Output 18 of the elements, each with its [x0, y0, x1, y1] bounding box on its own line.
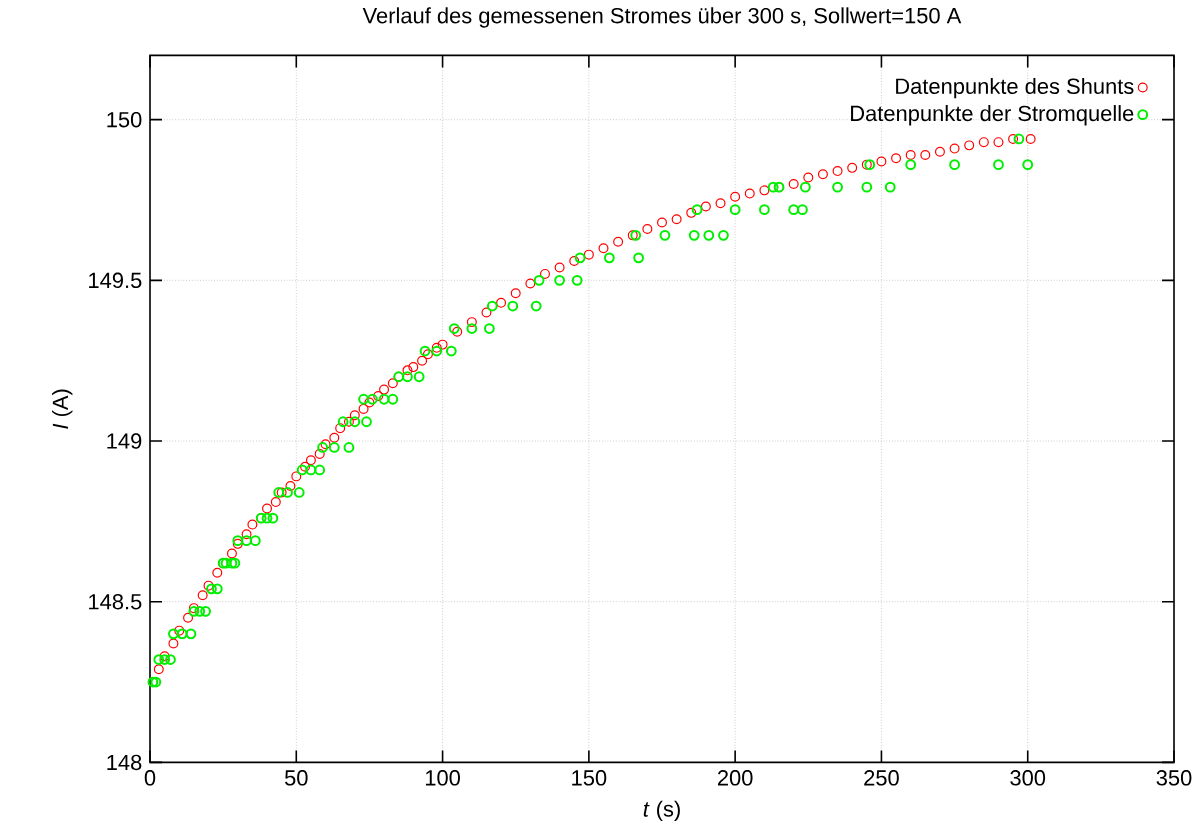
legend-label: Datenpunkte der Stromquelle — [851, 104, 1134, 126]
x-tick-label: 150 — [572, 769, 607, 786]
y-tick-label: 149.5 — [89, 272, 142, 288]
y-axis-title: I (A) — [52, 389, 73, 429]
y-tick-label: 148.5 — [89, 593, 142, 610]
y-tick-label: 149 — [107, 433, 142, 449]
x-tick-label: 100 — [425, 769, 460, 786]
x-tick-label: 300 — [1010, 769, 1046, 786]
chart-title: Verlauf des gemessenen Stromes über 300 s, Sollwert=150 A — [362, 7, 962, 28]
y-tick-label: 150 — [107, 111, 142, 128]
x-tick-label: 200 — [717, 769, 753, 786]
legend-label: Datenpunkte des Shunts — [896, 77, 1134, 99]
x-axis-title: t (s) — [643, 800, 680, 821]
x-tick-label: 250 — [864, 769, 899, 786]
y-tick-label: 148 — [107, 754, 142, 770]
x-tick-label: 50 — [284, 769, 308, 786]
x-tick-label: 350 — [1156, 769, 1192, 786]
x-tick-label: 0 — [144, 769, 156, 786]
